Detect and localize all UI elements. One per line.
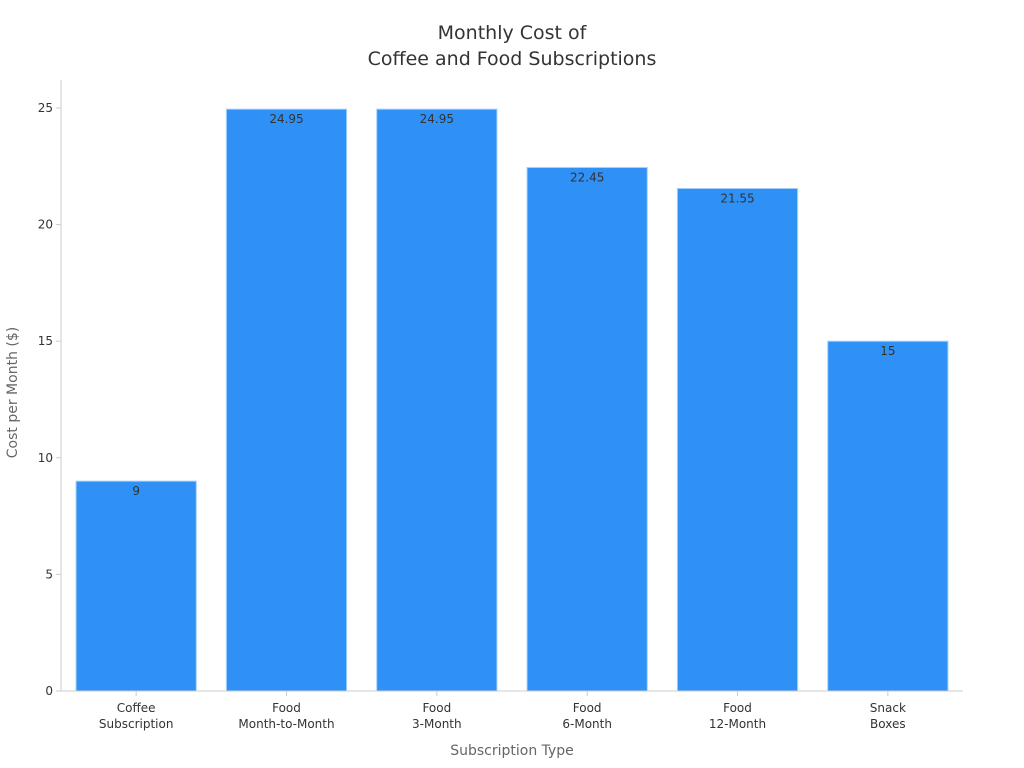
bar-value-label-4: 21.55 [720,191,754,205]
bar-4 [676,187,799,692]
bar-2 [376,108,498,692]
y-ticks-layer: 0 5 10 15 20 25 [38,101,61,698]
y-tick-label-1: 5 [45,567,53,581]
y-tick-label-2: 10 [38,451,53,465]
x-tick-label-4-line-0: Food [723,701,752,715]
bars-layer [75,108,949,692]
y-tick-label-4: 20 [38,218,53,232]
x-axis-label: Subscription Type [450,743,574,759]
x-tick-label-0-line-0: Coffee [117,701,156,715]
bar-value-label-3: 22.45 [570,170,604,184]
x-tick-label-5-line-1: Boxes [870,717,906,731]
bar-value-label-1: 24.95 [269,112,303,126]
bar-value-label-2: 24.95 [420,112,454,126]
y-tick-label-3: 15 [38,334,53,348]
x-tick-label-4-line-1: 12-Month [709,717,766,731]
x-ticks-layer: Coffee Subscription Food Month-to-Month Food… [99,691,906,731]
x-tick-label-1-line-0: Food [272,701,301,715]
y-axis-label: Cost per Month ($) [5,327,21,458]
value-labels-layer: 9 24.95 24.95 22.45 21.55 15 [132,112,895,498]
x-tick-label-0-line-1: Subscription [99,717,174,731]
x-tick-label-2-line-0: Food [422,701,451,715]
y-tick-label-5: 25 [38,101,53,115]
chart-title-line-1: Monthly Cost of [437,22,587,44]
bar-value-label-0: 9 [132,484,140,498]
x-tick-label-5-line-0: Snack [870,701,906,715]
chart-title: Monthly Cost of Coffee and Food Subscrip… [0,20,1024,72]
bar-1 [225,108,348,692]
x-tick-label-3-line-0: Food [573,701,602,715]
y-tick-label-0: 0 [45,684,53,698]
bar-value-label-5: 15 [880,344,895,358]
bar-0 [75,480,197,692]
x-tick-label-3-line-1: 6-Month [562,717,612,731]
x-tick-label-1-line-1: Month-to-Month [238,717,334,731]
bar-5 [827,340,949,692]
chart-title-line-2: Coffee and Food Subscriptions [367,48,657,70]
x-tick-label-2-line-1: 3-Month [412,717,462,731]
bar-3 [526,166,648,692]
